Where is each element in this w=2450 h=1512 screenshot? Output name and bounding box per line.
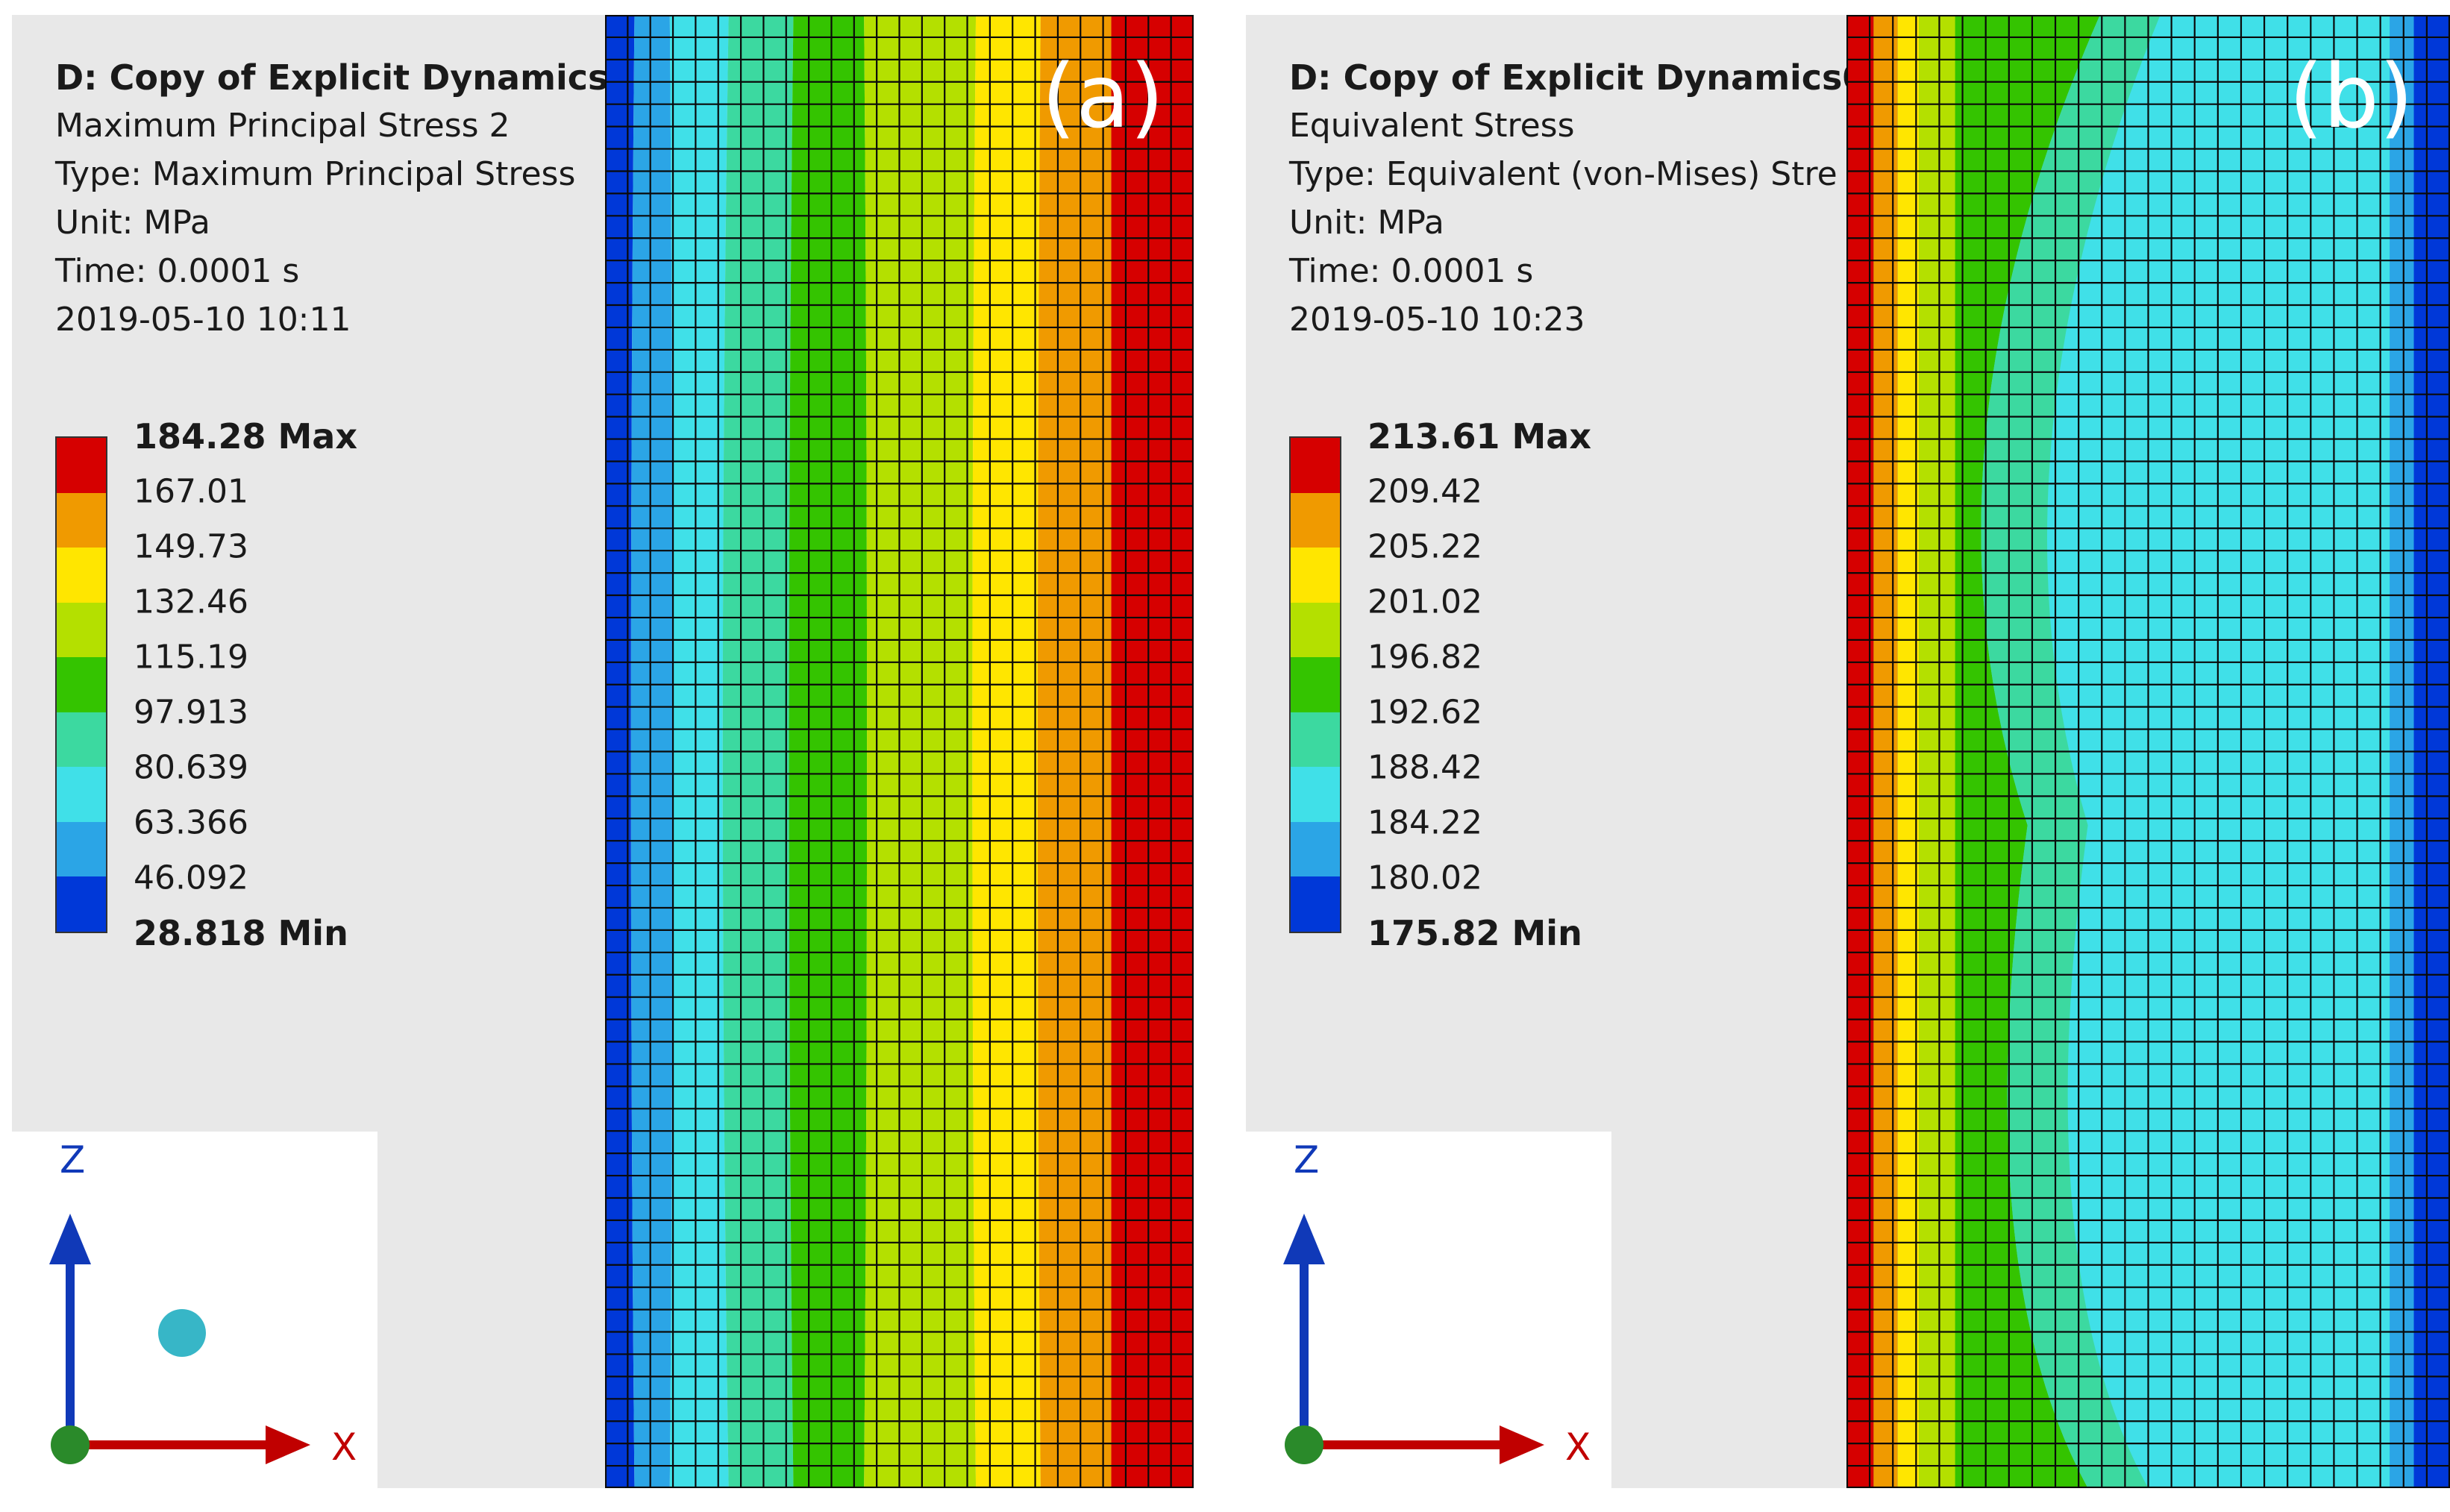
mesh-grid bbox=[605, 15, 1194, 1488]
analysis-title: D: Copy of Explicit Dynamics0.1 bbox=[55, 57, 669, 98]
stress-contour-plot[interactable] bbox=[1846, 15, 2450, 1488]
legend-label: 149.73 bbox=[134, 527, 248, 566]
contour-legend[interactable]: 184.28 Max 167.01 149.73 132.46 115.19 9… bbox=[55, 416, 473, 959]
mesh-grid bbox=[1846, 15, 2450, 1488]
contour-band bbox=[1981, 15, 2161, 1488]
result-time: Time: 0.0001 s bbox=[1289, 252, 1534, 290]
result-type: Type: Equivalent (von-Mises) Stre bbox=[1289, 155, 1838, 193]
x-axis-label: X bbox=[1565, 1425, 1591, 1469]
probe-sphere-icon bbox=[158, 1309, 206, 1357]
panel-tag: (b) bbox=[2289, 45, 2413, 148]
legend-label: 201.02 bbox=[1367, 583, 1482, 621]
result-name: Maximum Principal Stress 2 bbox=[55, 107, 510, 145]
legend-label: 132.46 bbox=[134, 583, 248, 621]
legend-label: 97.913 bbox=[134, 693, 248, 732]
result-panel-b: D: Copy of Explicit Dynamics0.1 Equivale… bbox=[1246, 15, 2450, 1488]
legend-label: 115.19 bbox=[134, 638, 248, 677]
legend-color-bar bbox=[55, 436, 107, 933]
contour-field bbox=[605, 15, 1194, 1488]
legend-label: 192.62 bbox=[1367, 693, 1482, 732]
origin-icon bbox=[1285, 1425, 1323, 1464]
z-axis-label: Z bbox=[60, 1138, 85, 1182]
analysis-title: D: Copy of Explicit Dynamics0.1 bbox=[1289, 57, 1903, 98]
contour-legend[interactable]: 213.61 Max 209.42 205.22 201.02 196.82 1… bbox=[1289, 416, 1707, 959]
contour-field bbox=[1846, 15, 2450, 1488]
legend-max-label: 213.61 Max bbox=[1367, 416, 1592, 457]
legend-label: 180.02 bbox=[1367, 859, 1482, 897]
result-name: Equivalent Stress bbox=[1289, 107, 1575, 145]
result-date: 2019-05-10 10:23 bbox=[1289, 301, 1585, 339]
result-info: D: Copy of Explicit Dynamics0.1 Equivale… bbox=[1289, 54, 1903, 344]
result-info: D: Copy of Explicit Dynamics0.1 Maximum … bbox=[55, 54, 669, 344]
legend-label: 196.82 bbox=[1367, 638, 1482, 677]
panel-separator bbox=[1194, 0, 1246, 1512]
stress-contour-plot[interactable] bbox=[605, 15, 1194, 1488]
legend-label: 184.22 bbox=[1367, 803, 1482, 842]
legend-label: 63.366 bbox=[134, 803, 248, 842]
x-axis-label: X bbox=[331, 1425, 357, 1469]
panel-tag: (a) bbox=[1041, 45, 1165, 148]
legend-min-label: 28.818 Min bbox=[134, 913, 348, 953]
result-unit: Unit: MPa bbox=[55, 204, 210, 242]
legend-label: 46.092 bbox=[134, 859, 248, 897]
legend-label: 205.22 bbox=[1367, 527, 1482, 566]
result-panel-a: D: Copy of Explicit Dynamics0.1 Maximum … bbox=[12, 15, 1194, 1488]
origin-icon bbox=[51, 1425, 90, 1464]
legend-color-bar bbox=[1289, 436, 1341, 933]
legend-label: 209.42 bbox=[1367, 472, 1482, 511]
z-axis-arrowhead-icon bbox=[49, 1214, 91, 1264]
result-type: Type: Maximum Principal Stress bbox=[55, 155, 576, 193]
coordinate-triad: Z X bbox=[1246, 1132, 1611, 1488]
result-date: 2019-05-10 10:11 bbox=[55, 301, 351, 339]
result-time: Time: 0.0001 s bbox=[55, 252, 300, 290]
z-axis-arrowhead-icon bbox=[1283, 1214, 1325, 1264]
legend-label: 188.42 bbox=[1367, 748, 1482, 787]
x-axis-arrowhead-icon bbox=[266, 1425, 310, 1464]
legend-label: 80.639 bbox=[134, 748, 248, 787]
coordinate-triad: Z X bbox=[12, 1132, 377, 1488]
contour-band bbox=[1919, 15, 2100, 1488]
z-axis-label: Z bbox=[1294, 1138, 1319, 1182]
x-axis-arrowhead-icon bbox=[1500, 1425, 1544, 1464]
legend-label: 167.01 bbox=[134, 472, 248, 511]
legend-max-label: 184.28 Max bbox=[134, 416, 358, 457]
result-unit: Unit: MPa bbox=[1289, 204, 1444, 242]
legend-min-label: 175.82 Min bbox=[1367, 913, 1582, 953]
